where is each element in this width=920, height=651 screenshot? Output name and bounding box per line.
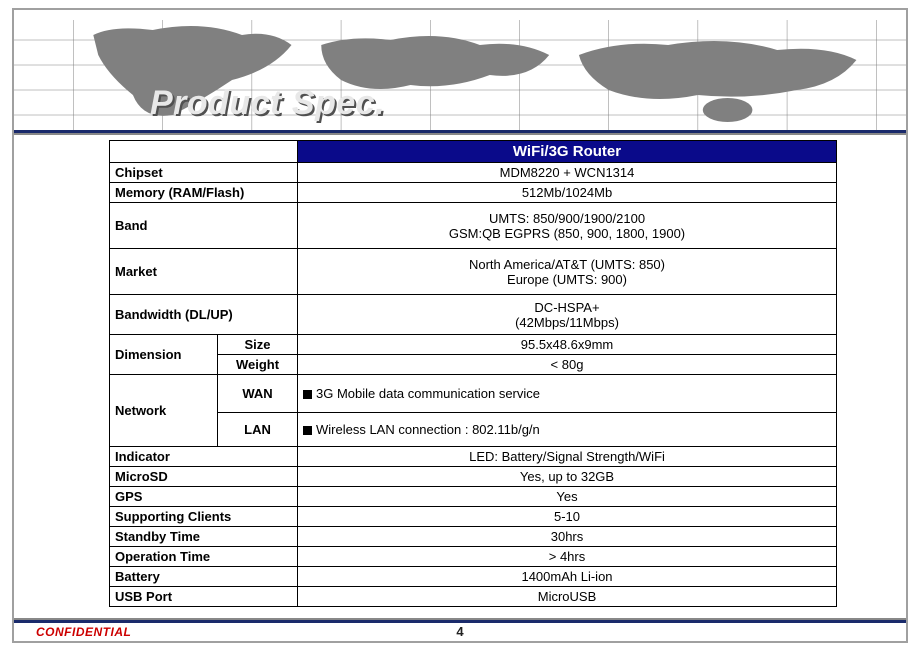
label-usb: USB Port: [110, 587, 298, 607]
label-standby: Standby Time: [110, 527, 298, 547]
label-lan: LAN: [218, 413, 298, 447]
label-chipset: Chipset: [110, 163, 298, 183]
bottom-rule: [14, 618, 906, 623]
row-network-wan: Network WAN 3G Mobile data communication…: [110, 375, 837, 413]
label-wan: WAN: [218, 375, 298, 413]
row-chipset: Chipset MDM8220 + WCN1314: [110, 163, 837, 183]
value-clients: 5-10: [298, 507, 837, 527]
label-memory: Memory (RAM/Flash): [110, 183, 298, 203]
row-operation: Operation Time > 4hrs: [110, 547, 837, 567]
slide-frame: Product Spec. Product Spec. WiFi/3G Rout…: [12, 8, 908, 643]
label-bandwidth: Bandwidth (DL/UP): [110, 295, 298, 335]
value-chipset: MDM8220 + WCN1314: [298, 163, 837, 183]
header-row: WiFi/3G Router: [110, 141, 837, 163]
bullet-icon: [303, 426, 312, 435]
label-network: Network: [110, 375, 218, 447]
row-usb: USB Port MicroUSB: [110, 587, 837, 607]
top-rule: [14, 130, 906, 135]
value-usb: MicroUSB: [298, 587, 837, 607]
label-gps: GPS: [110, 487, 298, 507]
label-clients: Supporting Clients: [110, 507, 298, 527]
label-band: Band: [110, 203, 298, 249]
value-standby: 30hrs: [298, 527, 837, 547]
value-microsd: Yes, up to 32GB: [298, 467, 837, 487]
spec-table-container: WiFi/3G Router Chipset MDM8220 + WCN1314…: [109, 140, 837, 607]
row-memory: Memory (RAM/Flash) 512Mb/1024Mb: [110, 183, 837, 203]
value-lan: Wireless LAN connection : 802.11b/g/n: [298, 413, 837, 447]
row-standby: Standby Time 30hrs: [110, 527, 837, 547]
row-band: Band UMTS: 850/900/1900/2100 GSM:QB EGPR…: [110, 203, 837, 249]
page-number: 4: [456, 624, 463, 639]
row-bandwidth: Bandwidth (DL/UP) DC-HSPA+ (42Mbps/11Mbp…: [110, 295, 837, 335]
row-network-lan: LAN Wireless LAN connection : 802.11b/g/…: [110, 413, 837, 447]
value-bandwidth: DC-HSPA+ (42Mbps/11Mbps): [298, 295, 837, 335]
value-size: 95.5x48.6x9mm: [298, 335, 837, 355]
row-battery: Battery 1400mAh Li-ion: [110, 567, 837, 587]
value-battery: 1400mAh Li-ion: [298, 567, 837, 587]
row-indicator: Indicator LED: Battery/Signal Strength/W…: [110, 447, 837, 467]
slide-title: Product Spec.: [150, 84, 385, 123]
label-indicator: Indicator: [110, 447, 298, 467]
value-weight: < 80g: [298, 355, 837, 375]
value-indicator: LED: Battery/Signal Strength/WiFi: [298, 447, 837, 467]
label-size: Size: [218, 335, 298, 355]
row-microsd: MicroSD Yes, up to 32GB: [110, 467, 837, 487]
spec-table: WiFi/3G Router Chipset MDM8220 + WCN1314…: [109, 140, 837, 607]
confidential-stamp: CONFIDENTIAL: [36, 625, 131, 639]
row-gps: GPS Yes: [110, 487, 837, 507]
value-operation: > 4hrs: [298, 547, 837, 567]
world-map-background: [14, 20, 906, 135]
value-gps: Yes: [298, 487, 837, 507]
value-market: North America/AT&T (UMTS: 850) Europe (U…: [298, 249, 837, 295]
value-memory: 512Mb/1024Mb: [298, 183, 837, 203]
label-battery: Battery: [110, 567, 298, 587]
row-dimension-size: Dimension Size 95.5x48.6x9mm: [110, 335, 837, 355]
row-dimension-weight: Weight < 80g: [110, 355, 837, 375]
product-header: WiFi/3G Router: [298, 141, 837, 163]
value-wan: 3G Mobile data communication service: [298, 375, 837, 413]
label-operation: Operation Time: [110, 547, 298, 567]
row-clients: Supporting Clients 5-10: [110, 507, 837, 527]
value-band: UMTS: 850/900/1900/2100 GSM:QB EGPRS (85…: [298, 203, 837, 249]
label-dimension: Dimension: [110, 335, 218, 375]
bullet-icon: [303, 390, 312, 399]
row-market: Market North America/AT&T (UMTS: 850) Eu…: [110, 249, 837, 295]
label-market: Market: [110, 249, 298, 295]
label-weight: Weight: [218, 355, 298, 375]
label-microsd: MicroSD: [110, 467, 298, 487]
